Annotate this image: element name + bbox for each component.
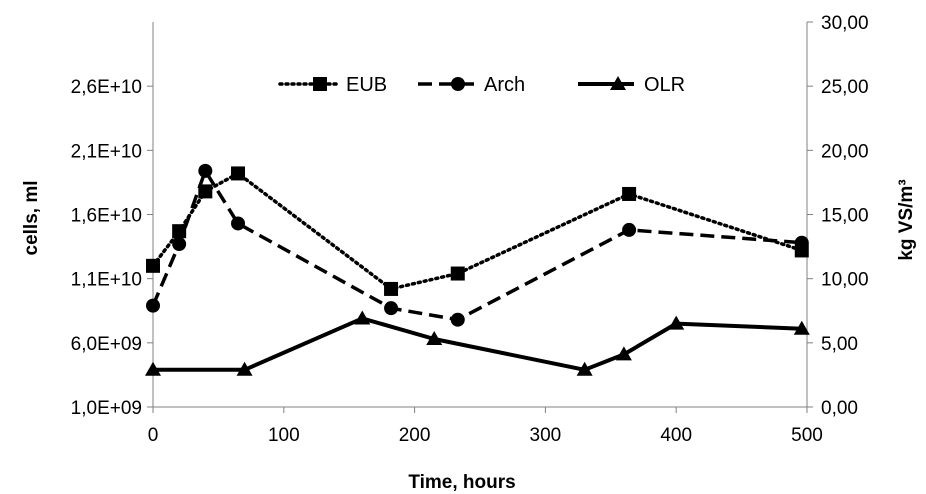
right-y-tick-label: 10,00 xyxy=(821,270,869,291)
x-tick-label: 200 xyxy=(399,425,431,446)
x-axis-title: Time, hours xyxy=(408,472,515,493)
data-point-eub xyxy=(384,281,399,296)
left-y-tick-label: 1,6E+10 xyxy=(71,206,142,227)
legend-item-eub: EUB xyxy=(278,74,387,96)
right-y-axis-title: kg VS/m³ xyxy=(896,179,917,260)
data-point-arch xyxy=(146,298,160,313)
left-y-tick-label: 1,0E+09 xyxy=(71,398,142,419)
legend-label-eub: EUB xyxy=(346,74,387,96)
data-point-arch xyxy=(794,235,809,250)
x-tick-label: 300 xyxy=(530,425,562,446)
data-point-olr xyxy=(145,361,161,376)
right-y-tick-label: 15,00 xyxy=(821,206,869,227)
data-point-arch xyxy=(231,216,246,231)
left-y-axis-title: cells, ml xyxy=(21,181,42,256)
left-y-tick-label: 2,6E+10 xyxy=(71,77,142,98)
right-y-tick-label: 20,00 xyxy=(821,141,869,162)
data-point-olr xyxy=(426,330,443,345)
right-y-tick-label: 25,00 xyxy=(821,77,869,98)
legend-label-olr: OLR xyxy=(644,74,685,96)
legend-marker-olr xyxy=(610,76,626,90)
x-tick-label: 400 xyxy=(660,425,692,446)
legend-item-olr: OLR xyxy=(578,74,685,96)
x-tick-label: 500 xyxy=(791,425,823,446)
data-point-arch xyxy=(622,222,637,237)
data-point-arch xyxy=(450,312,465,327)
series-line-olr xyxy=(153,316,802,372)
series-olr xyxy=(145,310,810,376)
series-arch xyxy=(146,163,809,327)
right-y-tick-label: 30,00 xyxy=(821,13,869,34)
left-y-tick-label: 1,1E+10 xyxy=(71,270,142,291)
legend-label-arch: Arch xyxy=(484,74,525,96)
data-point-olr xyxy=(668,315,685,330)
legend-item-arch: Arch xyxy=(418,74,525,96)
data-point-olr xyxy=(354,310,371,325)
data-point-eub xyxy=(231,166,246,181)
data-point-eub xyxy=(146,258,160,273)
left-y-tick-label: 6,0E+09 xyxy=(71,334,142,355)
data-point-eub xyxy=(450,266,465,281)
x-axis-ticks: 0 100 200 300 400 500 xyxy=(148,407,823,446)
data-point-olr xyxy=(615,346,632,361)
legend-marker-eub xyxy=(313,77,327,91)
data-point-eub xyxy=(622,186,637,201)
data-point-arch xyxy=(172,237,187,252)
series-line-arch xyxy=(151,169,802,322)
data-point-olr xyxy=(576,361,593,376)
left-y-axis-ticks: 1,0E+09 6,0E+09 1,1E+10 1,6E+10 2,1E+10 2,6E+… xyxy=(71,77,153,419)
right-y-axis-ticks: 0,00 5,00 10,00 15,00 20,00 25,00 30,00 xyxy=(807,13,869,419)
data-point-arch xyxy=(384,301,399,316)
left-y-tick-label: 2,1E+10 xyxy=(71,141,142,162)
series-group xyxy=(145,163,810,376)
series-eub xyxy=(146,166,809,296)
right-y-tick-label: 0,00 xyxy=(821,398,858,419)
data-point-olr xyxy=(236,361,253,376)
data-point-eub xyxy=(198,184,213,199)
x-tick-label: 100 xyxy=(268,425,300,446)
data-point-arch xyxy=(198,163,213,178)
legend: EUB Arch OLR xyxy=(278,74,685,96)
data-point-olr xyxy=(793,320,810,335)
right-y-tick-label: 5,00 xyxy=(821,334,858,355)
x-tick-label: 0 xyxy=(148,425,159,446)
legend-marker-arch xyxy=(451,77,465,91)
